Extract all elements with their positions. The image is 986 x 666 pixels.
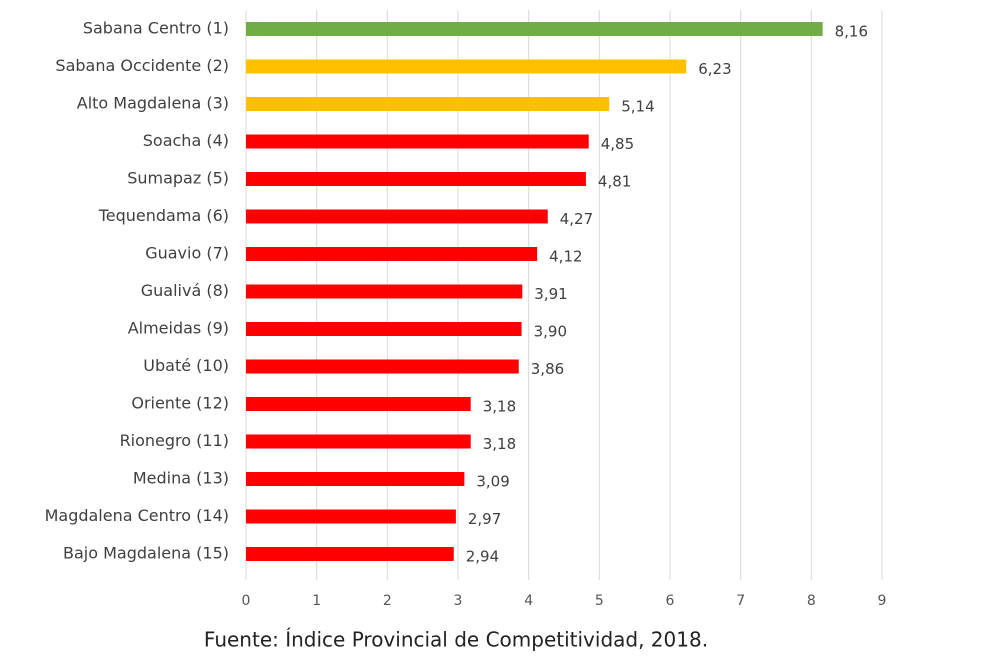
- value-label: 2,97: [468, 510, 501, 528]
- bar: [246, 434, 471, 449]
- x-tick-label: 4: [524, 593, 533, 609]
- bar: [246, 359, 519, 374]
- value-label: 3,91: [534, 285, 567, 303]
- category-label: Alto Magdalena (3): [77, 94, 229, 113]
- bar: [246, 284, 523, 299]
- category-label: Sabana Centro (1): [83, 19, 229, 38]
- bar: [246, 397, 471, 411]
- category-label: Bajo Magdalena (15): [63, 544, 229, 563]
- bar: [246, 172, 586, 186]
- value-label: 3,18: [483, 435, 516, 453]
- x-tick-label: 5: [595, 593, 604, 609]
- bar: [246, 22, 823, 36]
- category-label: Medina (13): [133, 469, 229, 488]
- bar: [246, 509, 456, 524]
- category-label: Oriente (12): [131, 394, 229, 413]
- category-label: Guavio (7): [145, 244, 229, 263]
- value-label: 4,81: [598, 173, 631, 191]
- x-tick-label: 6: [666, 593, 675, 609]
- value-label: 3,86: [531, 360, 564, 378]
- bar: [246, 209, 548, 224]
- category-label: Magdalena Centro (14): [45, 506, 229, 525]
- x-tick-label: 3: [454, 593, 463, 609]
- category-label: Rionegro (11): [120, 431, 229, 450]
- value-label: 3,09: [476, 473, 509, 491]
- bar: [246, 322, 522, 336]
- bar: [246, 59, 687, 74]
- bar: [246, 97, 610, 111]
- bar: [246, 472, 465, 486]
- x-tick-label: 1: [312, 593, 321, 609]
- category-label: Soacha (4): [143, 131, 229, 150]
- x-tick-label: 8: [807, 593, 816, 609]
- value-label: 2,94: [466, 548, 499, 566]
- category-label: Gualivá (8): [141, 281, 229, 300]
- category-label: Sumapaz (5): [127, 169, 229, 188]
- value-label: 3,18: [483, 398, 516, 416]
- category-label: Almeidas (9): [128, 319, 229, 338]
- value-label: 6,23: [698, 60, 731, 78]
- value-label: 4,27: [560, 210, 593, 228]
- value-label: 4,12: [549, 248, 582, 266]
- value-label: 8,16: [835, 23, 868, 41]
- category-label: Ubaté (10): [143, 356, 229, 375]
- bar: [246, 547, 454, 561]
- bar: [246, 134, 589, 149]
- x-tick-label: 7: [736, 593, 745, 609]
- value-label: 3,90: [534, 323, 567, 341]
- bar: [246, 247, 538, 261]
- category-label: Sabana Occidente (2): [55, 56, 229, 75]
- value-label: 5,14: [621, 98, 654, 116]
- chart-caption: Fuente: Índice Provincial de Competitivi…: [204, 628, 708, 652]
- x-tick-label: 9: [878, 593, 887, 609]
- value-label: 4,85: [601, 135, 634, 153]
- x-tick-label: 0: [242, 593, 251, 609]
- x-tick-label: 2: [383, 593, 392, 609]
- category-label: Tequendama (6): [98, 206, 229, 225]
